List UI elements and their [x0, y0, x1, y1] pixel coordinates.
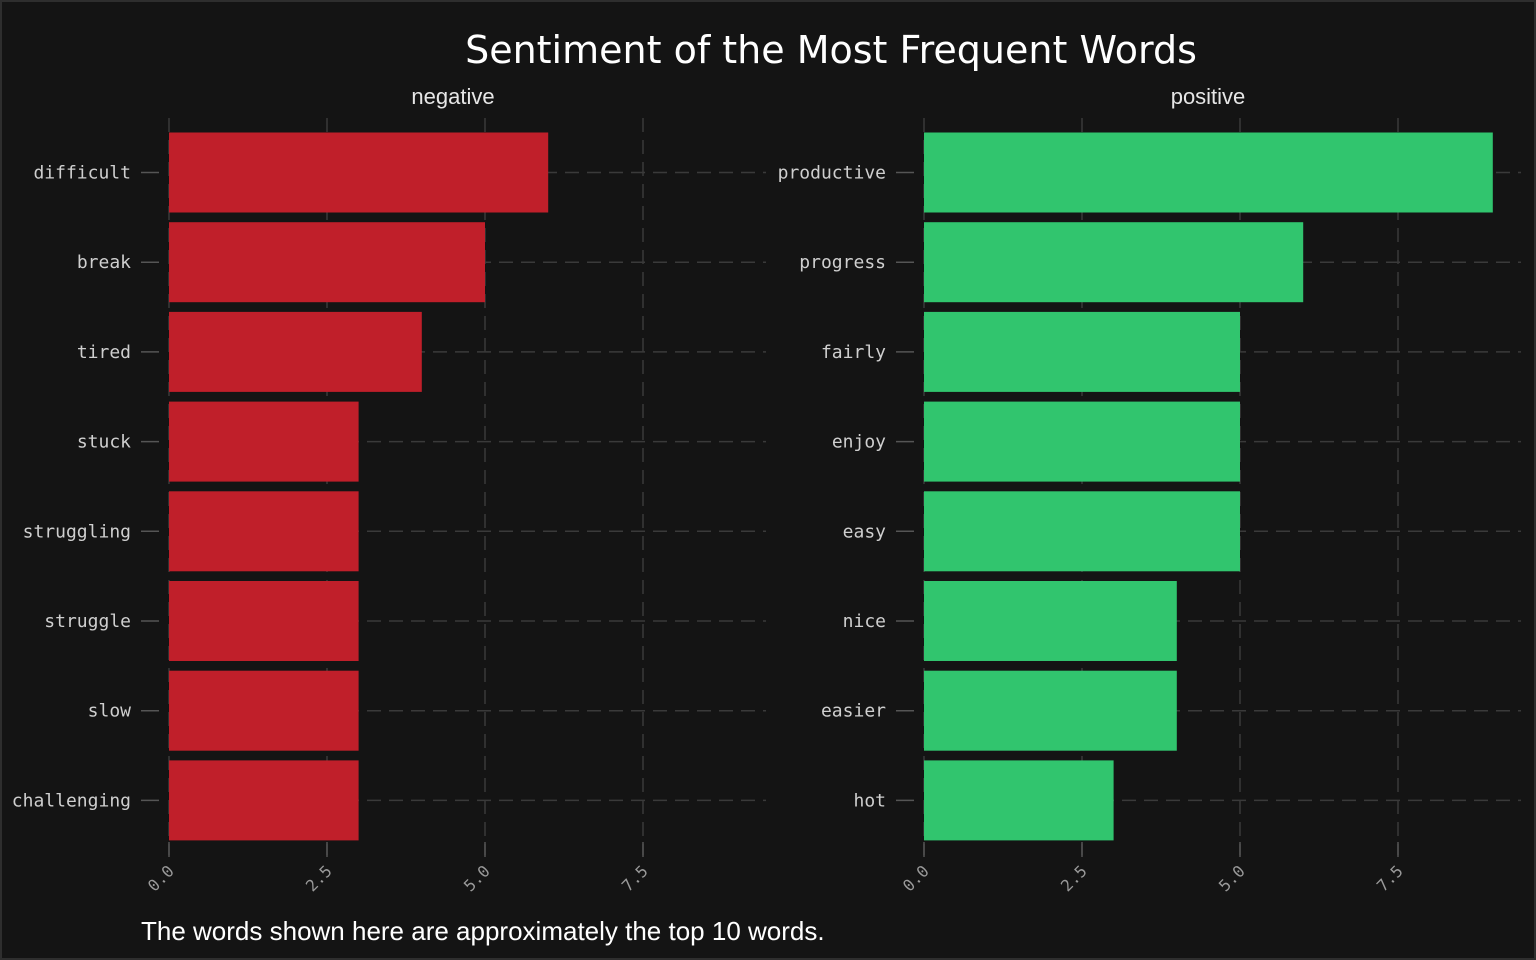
x-tick-label: 2.5 — [1057, 861, 1091, 895]
category-label: enjoy — [832, 432, 886, 453]
bar-challenging — [169, 760, 359, 841]
x-tick-label: 7.5 — [1373, 861, 1407, 895]
x-tick-label: 0.0 — [144, 861, 178, 895]
category-label: easier — [821, 701, 886, 722]
category-label: easy — [843, 521, 887, 542]
x-tick-label: 7.5 — [618, 861, 652, 895]
bar-easier — [924, 670, 1177, 751]
bar-slow — [169, 670, 359, 751]
bar-enjoy — [924, 401, 1240, 482]
category-label: hot — [853, 790, 886, 811]
facet-positive: positive productive progress fairly enjoy eas… — [778, 84, 1521, 895]
bar-struggling — [169, 491, 359, 572]
bar-easy — [924, 491, 1240, 572]
bar-progress — [924, 222, 1304, 303]
category-label: struggling — [23, 521, 131, 542]
category-label: progress — [799, 252, 886, 273]
chart-title: Sentiment of the Most Frequent Words — [465, 28, 1197, 72]
facet-label: negative — [411, 84, 494, 109]
category-label: fairly — [821, 342, 886, 363]
x-tick-label: 5.0 — [1215, 861, 1249, 895]
x-tick-label: 2.5 — [302, 861, 336, 895]
bar-struggle — [169, 581, 359, 661]
bar-stuck — [169, 401, 359, 482]
bar-break — [169, 222, 485, 303]
category-label: break — [77, 252, 131, 273]
category-label: slow — [88, 701, 132, 722]
category-label: difficult — [33, 163, 131, 184]
bar-productive — [924, 132, 1493, 213]
category-label: struggle — [44, 611, 131, 632]
x-tick-label: 0.0 — [899, 861, 933, 895]
category-label: challenging — [12, 790, 131, 811]
category-label: nice — [843, 611, 886, 632]
facet-negative: negative difficult break tired stuck struggli… — [12, 84, 766, 895]
bar-difficult — [169, 132, 549, 213]
bar-tired — [169, 311, 422, 392]
facet-panels: negative difficult break tired stuck struggli… — [12, 84, 1521, 895]
chart-caption: The words shown here are approximately t… — [141, 916, 825, 946]
facet-label: positive — [1171, 84, 1246, 109]
bar-hot — [924, 760, 1114, 841]
x-tick-label: 5.0 — [460, 861, 494, 895]
category-label: stuck — [77, 432, 131, 453]
bar-nice — [924, 581, 1177, 661]
category-label: productive — [778, 163, 886, 184]
bar-fairly — [924, 311, 1240, 392]
category-label: tired — [77, 342, 131, 363]
